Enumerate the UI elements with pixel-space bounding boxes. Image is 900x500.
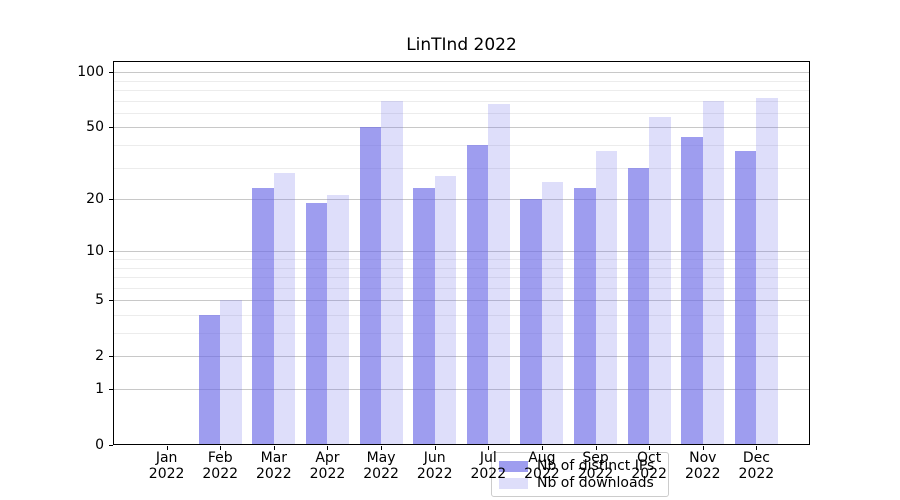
x-tick-mark [434, 446, 436, 450]
bar-downloads [756, 98, 778, 444]
x-tick-label: Feb 2022 [190, 450, 250, 482]
gridline-minor [113, 314, 810, 316]
x-tick-mark [541, 446, 543, 450]
x-tick-mark [702, 446, 704, 450]
legend: Nb of distinct IPs Nb of downloads [491, 452, 669, 497]
bars-layer [113, 61, 810, 445]
x-tick-label: Nov 2022 [673, 450, 733, 482]
bar-downloads [702, 100, 725, 444]
bar-distinct-ips [627, 167, 650, 444]
x-tick-year: 2022 [738, 465, 775, 482]
gridlines-layer [113, 61, 810, 445]
y-tick-label: 2 [95, 347, 104, 364]
y-tick-label: 20 [86, 190, 104, 207]
x-tick-year: 2022 [416, 465, 453, 482]
x-tick-month: Jan [155, 450, 178, 466]
x-tick-month: Apr [315, 450, 340, 466]
x-tick-label: Dec 2022 [726, 450, 786, 482]
gridline-major [113, 300, 810, 302]
gridline-minor [113, 112, 810, 114]
y-tick-label: 10 [86, 242, 104, 259]
x-tick-year: 2022 [363, 465, 399, 482]
x-tick-mark [381, 446, 383, 450]
bar-distinct-ips [306, 203, 328, 444]
x-tick-label: Jan 2022 [137, 450, 197, 482]
bar-distinct-ips [359, 127, 382, 444]
x-tick-year: 2022 [684, 465, 721, 482]
bar-downloads [273, 172, 296, 444]
gridline-major [113, 72, 810, 74]
x-tick-mark [220, 446, 222, 450]
bar-distinct-ips [734, 151, 757, 444]
bar-downloads [595, 151, 617, 444]
gridline-major [113, 127, 810, 129]
x-tick-month: Jun [423, 450, 446, 466]
x-tick-month: Dec [742, 450, 770, 466]
x-tick-mark [488, 446, 490, 450]
gridline-minor [113, 145, 810, 146]
x-tick-label: May 2022 [351, 450, 411, 482]
bar-distinct-ips [252, 188, 274, 444]
y-tick-label: 1 [95, 380, 104, 397]
bar-distinct-ips [681, 137, 703, 444]
chart-title: LinTInd 2022 [406, 35, 517, 55]
bar-distinct-ips [466, 145, 489, 444]
bar-downloads [488, 104, 510, 444]
gridline-minor [113, 258, 810, 260]
x-tick-label: Jun 2022 [405, 450, 465, 482]
y-tick-label: 100 [77, 63, 104, 80]
bar-downloads [327, 195, 349, 444]
x-tick-mark [273, 446, 275, 450]
gridline-major [113, 356, 810, 358]
bar-distinct-ips [520, 199, 542, 444]
x-tick-label: Mar 2022 [244, 450, 304, 482]
bar-downloads [541, 181, 564, 444]
bar-distinct-ips [574, 188, 596, 444]
bar-distinct-ips [413, 188, 435, 444]
x-tick-label: Apr 2022 [297, 450, 357, 482]
gridline-minor [113, 90, 810, 91]
gridline-minor [113, 333, 810, 334]
y-tick-mark [109, 445, 113, 446]
legend-swatch-distinct-ips [499, 461, 528, 472]
gridline-major [113, 389, 810, 390]
x-tick-month: May [366, 450, 396, 466]
x-tick-year: 2022 [148, 465, 185, 482]
y-tick-label: 5 [95, 291, 104, 308]
bar-distinct-ips [198, 314, 221, 444]
x-tick-mark [649, 446, 651, 450]
gridline-major [113, 199, 810, 201]
y-tick-label: 0 [95, 436, 104, 453]
bar-downloads [381, 100, 403, 444]
gridline-minor [113, 277, 810, 279]
x-tick-year: 2022 [309, 465, 346, 482]
legend-entry-distinct-ips: Nb of distinct IPs [499, 459, 659, 474]
bar-downloads [220, 300, 242, 444]
legend-label-distinct-ips: Nb of distinct IPs [537, 458, 655, 474]
x-tick-mark [756, 446, 758, 450]
plot-area: Nb of distinct IPs Nb of downloads [113, 61, 810, 497]
x-tick-month: Mar [260, 450, 288, 466]
gridline-major [113, 251, 810, 253]
x-tick-mark [327, 446, 329, 450]
x-tick-month: Feb [207, 450, 233, 466]
gridline-minor [113, 267, 810, 269]
gridline-minor [113, 80, 810, 82]
bar-downloads [434, 175, 457, 444]
bar-downloads [649, 116, 671, 444]
legend-entry-downloads: Nb of downloads [499, 476, 659, 491]
gridline-minor [113, 167, 810, 169]
gridline-minor [113, 100, 810, 102]
gridline-minor [113, 287, 810, 289]
x-tick-year: 2022 [202, 465, 239, 482]
x-tick-month: Nov [689, 450, 717, 466]
legend-label-downloads: Nb of downloads [537, 475, 654, 491]
x-tick-mark [595, 446, 597, 450]
y-tick-label: 50 [86, 118, 104, 135]
legend-swatch-downloads [499, 478, 528, 489]
x-tick-year: 2022 [256, 465, 292, 482]
x-tick-mark [166, 446, 168, 450]
